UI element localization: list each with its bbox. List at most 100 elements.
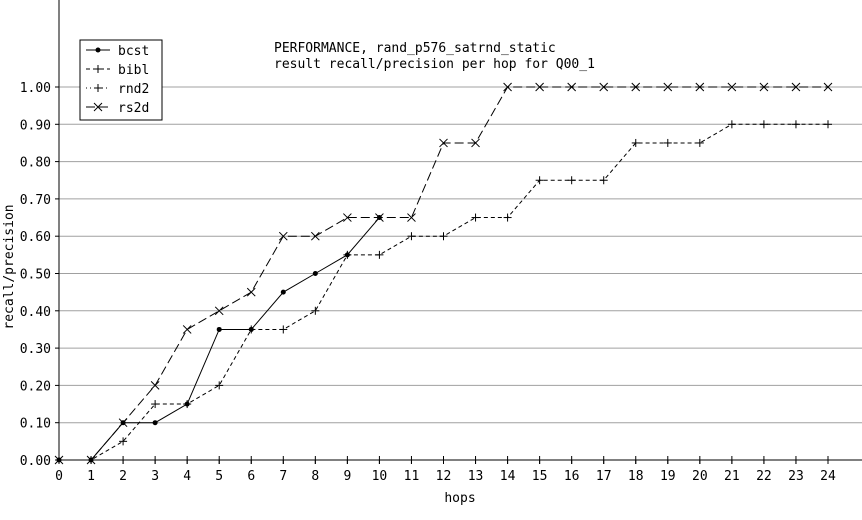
- x-tick-label-3: 3: [151, 469, 159, 484]
- y-tick-label-6: 0.60: [20, 230, 51, 245]
- grid: [59, 86, 862, 424]
- x-tick-label-9: 9: [343, 469, 351, 484]
- point-bibl-24: [824, 120, 832, 129]
- y-tick-label-3: 0.30: [20, 342, 51, 357]
- point-rs2d-9: [343, 213, 352, 222]
- point-bibl-8: [311, 306, 320, 315]
- point-rs2d-21: [727, 82, 737, 92]
- y-tick-label-2: 0.20: [20, 379, 51, 394]
- point-rnd2-7: [279, 456, 288, 464]
- point-bibl-18: [631, 138, 640, 147]
- point-rs2d-16: [567, 82, 577, 92]
- point-rnd2-18: [631, 456, 640, 464]
- point-rnd2-6: [247, 456, 256, 464]
- point-rs2d-11: [407, 213, 416, 222]
- x-tick-label-1: 1: [87, 469, 95, 484]
- y-tick-label-0: 0.00: [20, 454, 51, 469]
- point-rnd2-12: [439, 456, 448, 464]
- x-tick-label-23: 23: [788, 469, 804, 484]
- point-rnd2-21: [727, 456, 736, 464]
- series-line-bcst: [59, 217, 380, 461]
- point-rs2d-0: [54, 455, 64, 465]
- x-tick-label-24: 24: [820, 469, 836, 484]
- point-rnd2-5: [215, 456, 224, 464]
- point-rs2d-3: [150, 381, 160, 390]
- point-rs2d-14: [503, 82, 512, 92]
- x-tick-label-0: 0: [55, 469, 63, 484]
- x-tick-label-20: 20: [692, 469, 708, 484]
- point-rs2d-1: [86, 455, 96, 465]
- point-rnd2-14: [503, 456, 512, 464]
- point-bibl-19: [663, 138, 672, 147]
- legend-marker-rnd2: [94, 84, 102, 92]
- y-tick-label-4: 0.40: [20, 305, 51, 320]
- legend-label-bcst: bcst: [118, 44, 149, 59]
- chart-title: PERFORMANCE, rand_p576_satrnd_static: [274, 41, 556, 56]
- x-tick-label-21: 21: [724, 469, 740, 484]
- point-rs2d-18: [631, 82, 641, 92]
- point-bibl-20: [695, 138, 704, 147]
- x-tick-label-19: 19: [660, 469, 676, 484]
- series-line-bibl: [59, 123, 828, 461]
- x-axis-label: hops: [444, 491, 475, 506]
- x-tick-label-15: 15: [532, 469, 548, 484]
- x-tick-label-13: 13: [468, 469, 484, 484]
- point-rs2d-2: [118, 418, 128, 428]
- point-rnd2-19: [663, 456, 672, 464]
- point-bibl-10: [375, 250, 384, 259]
- point-bibl-9: [343, 250, 352, 259]
- legend-marker-bcst: [95, 47, 101, 53]
- point-bcst-7: [280, 289, 286, 295]
- point-rs2d-8: [310, 231, 320, 241]
- point-bibl-5: [215, 381, 224, 390]
- point-rnd2-8: [311, 456, 320, 464]
- legend-marker-bibl: [94, 65, 102, 73]
- point-bcst-3: [152, 420, 158, 426]
- y-axis-label: recall/precision: [2, 204, 17, 329]
- x-tick-label-4: 4: [183, 469, 191, 484]
- x-tick-label-11: 11: [404, 469, 420, 484]
- point-rs2d-4: [182, 325, 192, 334]
- y-tick-label-5: 0.50: [20, 268, 51, 283]
- point-bibl-21: [727, 120, 736, 129]
- x-tick-label-5: 5: [215, 469, 223, 484]
- point-rnd2-15: [535, 456, 544, 464]
- point-rnd2-23: [791, 456, 800, 464]
- point-rs2d-6: [246, 287, 256, 297]
- point-bibl-23: [791, 120, 800, 129]
- y-tick-label-1: 0.10: [20, 417, 51, 432]
- point-rs2d-19: [663, 82, 673, 92]
- point-bibl-3: [151, 400, 160, 409]
- series-lines: [54, 82, 833, 465]
- point-bibl-13: [471, 213, 480, 222]
- y-tick-label-7: 0.70: [20, 193, 51, 208]
- legend: bcst bibl rnd2 rs2d: [79, 39, 163, 121]
- point-rs2d-15: [535, 82, 544, 92]
- point-rnd2-10: [375, 456, 384, 464]
- legend-label-rs2d: rs2d: [118, 101, 149, 116]
- point-bibl-17: [599, 176, 608, 185]
- point-rnd2-11: [407, 456, 416, 464]
- point-bibl-22: [759, 120, 768, 129]
- point-bcst-5: [216, 326, 222, 332]
- x-tick-label-2: 2: [119, 469, 127, 484]
- legend-marker-rs2d: [93, 102, 103, 112]
- point-rnd2-2: [119, 456, 128, 464]
- point-bibl-4: [183, 400, 192, 409]
- x-tick-label-7: 7: [279, 469, 287, 484]
- point-rnd2-9: [343, 456, 352, 464]
- x-tick-label-8: 8: [311, 469, 319, 484]
- point-rnd2-13: [471, 456, 480, 464]
- point-rs2d-10: [375, 213, 384, 222]
- point-bibl-11: [407, 232, 416, 241]
- point-rnd2-20: [695, 456, 704, 464]
- point-rs2d-24: [823, 82, 833, 92]
- point-bibl-2: [119, 437, 128, 446]
- point-bibl-6: [247, 325, 256, 334]
- point-rs2d-20: [695, 82, 705, 92]
- point-rs2d-12: [439, 138, 448, 148]
- legend-label-rnd2: rnd2: [118, 82, 149, 97]
- x-tick-label-10: 10: [372, 469, 388, 484]
- y-tick-label-10: 1.00: [20, 81, 51, 96]
